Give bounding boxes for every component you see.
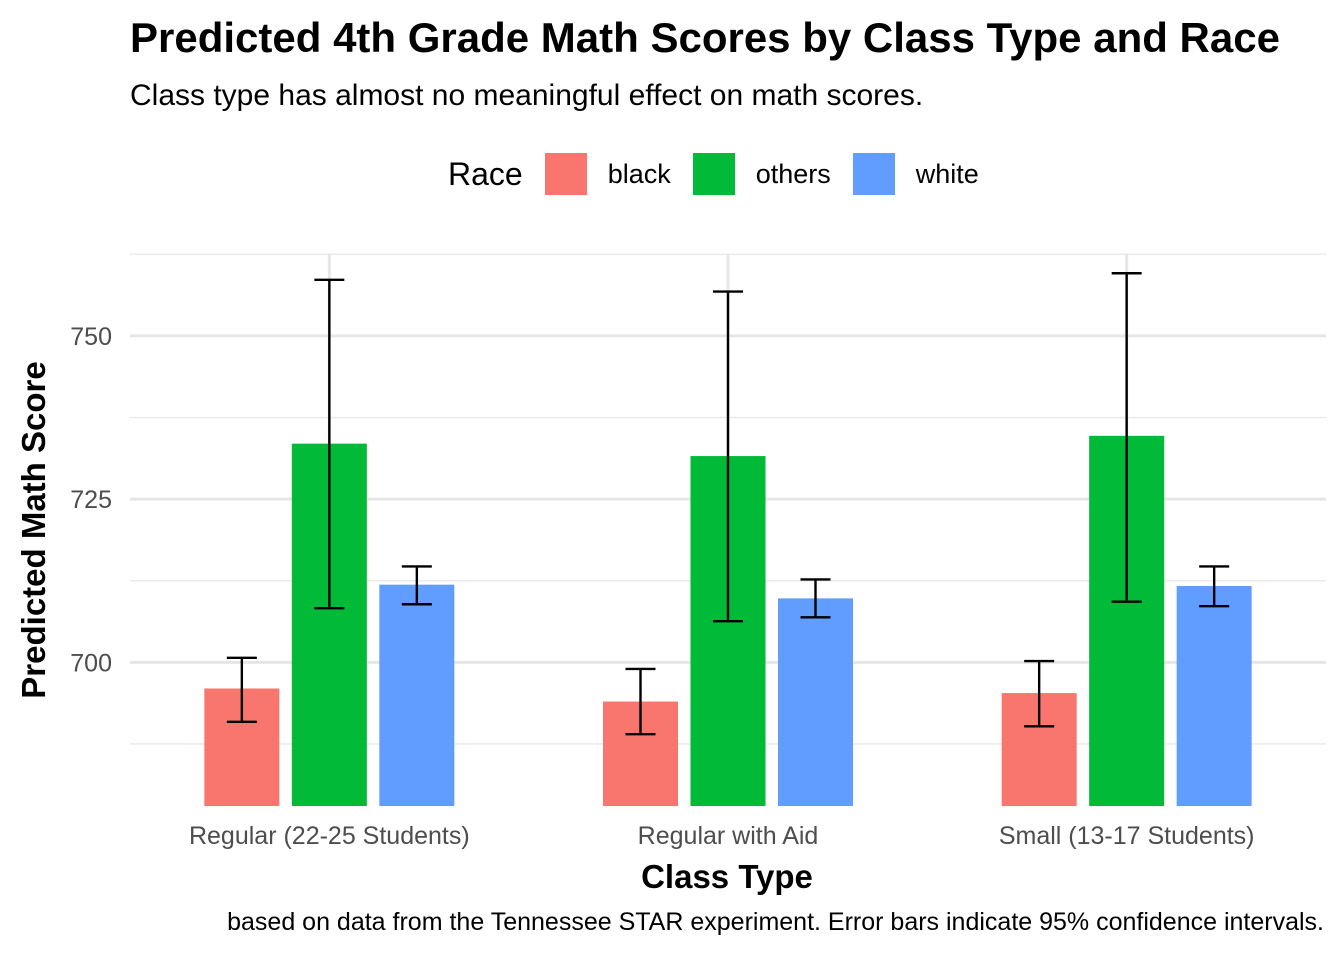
bar-white <box>1176 585 1252 806</box>
legend-key-black <box>544 153 587 195</box>
bar-white <box>379 584 455 806</box>
legend-label-others: others <box>755 158 831 189</box>
error-bars <box>226 272 1230 736</box>
error-bar-black <box>1024 659 1055 728</box>
chart-caption: based on data from the Tennessee STAR ex… <box>227 908 1324 936</box>
y-tick-labels: 700 725 750 <box>70 323 112 677</box>
legend-item-black: black <box>544 153 671 195</box>
error-bar-black <box>226 656 257 723</box>
x-tick-label: Regular (22-25 Students) <box>189 822 470 850</box>
error-bar-black <box>625 667 656 736</box>
legend-label-black: black <box>607 158 671 189</box>
x-axis-title: Class Type <box>641 858 813 895</box>
x-tick-labels: Regular (22-25 Students) Regular with Aid… <box>189 822 1255 850</box>
legend-item-white: white <box>852 153 979 195</box>
error-bar-white <box>401 565 432 606</box>
chart-title: Predicted 4th Grade Math Scores by Class… <box>130 14 1280 61</box>
error-bar-white <box>1199 565 1230 608</box>
bars <box>204 435 1252 806</box>
legend-title: Race <box>448 155 523 192</box>
legend-key-others <box>692 153 735 195</box>
error-bar-others <box>713 290 743 623</box>
x-tick-label: Small (13-17 Students) <box>999 822 1255 850</box>
legend: Race black others white <box>448 152 1001 196</box>
error-bar-others <box>1111 272 1142 603</box>
bar-white <box>778 598 853 806</box>
error-bar-others <box>314 278 345 610</box>
y-tick-label: 700 <box>70 649 112 677</box>
y-tick-label: 725 <box>70 486 112 514</box>
legend-key-white <box>852 153 895 195</box>
legend-item-others: others <box>692 153 831 195</box>
legend-label-white: white <box>915 158 979 189</box>
error-bar-white <box>800 578 831 619</box>
y-axis-title: Predicted Math Score <box>15 361 52 698</box>
y-tick-label: 750 <box>70 323 112 351</box>
x-tick-label: Regular with Aid <box>638 822 819 850</box>
chart-subtitle: Class type has almost no meaningful effe… <box>130 79 924 112</box>
